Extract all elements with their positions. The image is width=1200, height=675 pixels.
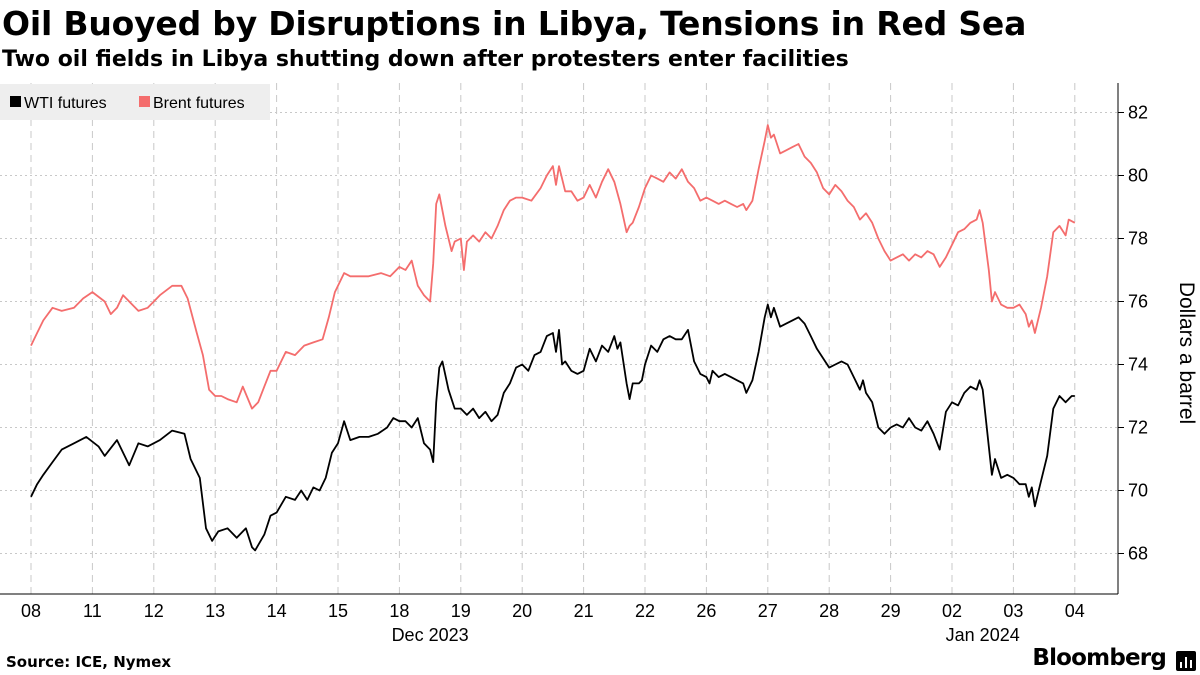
x-tick-label: 27: [758, 601, 778, 621]
y-tick-label: 78: [1128, 229, 1148, 249]
x-month-label: Jan 2024: [946, 625, 1020, 645]
x-tick-label: 28: [819, 601, 839, 621]
x-tick-label: 12: [144, 601, 164, 621]
y-axis-title: Dollars a barrel: [1175, 282, 1198, 424]
x-tick-label: 14: [267, 601, 287, 621]
y-tick-label: 72: [1128, 418, 1148, 438]
x-tick-label: 04: [1065, 601, 1085, 621]
y-tick-label: 68: [1128, 544, 1148, 564]
x-tick-label: 21: [574, 601, 594, 621]
y-tick-label: 80: [1128, 166, 1148, 186]
legend-swatch-wti: [10, 96, 21, 107]
y-tick-label: 70: [1128, 481, 1148, 501]
x-tick-label: 20: [512, 601, 532, 621]
x-tick-label: 22: [635, 601, 655, 621]
x-tick-label: 02: [942, 601, 962, 621]
chart-subtitle: Two oil fields in Libya shutting down af…: [2, 47, 849, 72]
legend-box: [0, 84, 270, 120]
x-tick-label: 29: [881, 601, 901, 621]
chart-title: Oil Buoyed by Disruptions in Libya, Tens…: [2, 4, 1027, 43]
brent-line: [30, 124, 1076, 410]
x-tick-label: 13: [205, 601, 225, 621]
x-month-label: Dec 2023: [392, 625, 469, 645]
legend-label-wti: WTI futures: [24, 95, 107, 112]
bloomberg-terminal-icon: [1176, 651, 1196, 671]
x-tick-label: 18: [389, 601, 409, 621]
x-tick-label: 11: [83, 601, 102, 621]
y-tick-label: 76: [1128, 292, 1148, 312]
x-tick-label: 08: [21, 601, 41, 621]
y-tick-label: 74: [1128, 355, 1148, 375]
wti-line: [30, 303, 1075, 552]
x-tick-label: 03: [1003, 601, 1023, 621]
legend-swatch-brent: [139, 96, 150, 107]
x-tick-label: 15: [328, 601, 348, 621]
y-tick-label: 82: [1128, 103, 1148, 123]
x-tick-label: 26: [696, 601, 716, 621]
source-note: Source: ICE, Nymex: [6, 653, 172, 671]
x-tick-label: 19: [451, 601, 471, 621]
legend-label-brent: Brent futures: [153, 95, 245, 112]
bloomberg-logo: Bloomberg: [1032, 645, 1166, 671]
